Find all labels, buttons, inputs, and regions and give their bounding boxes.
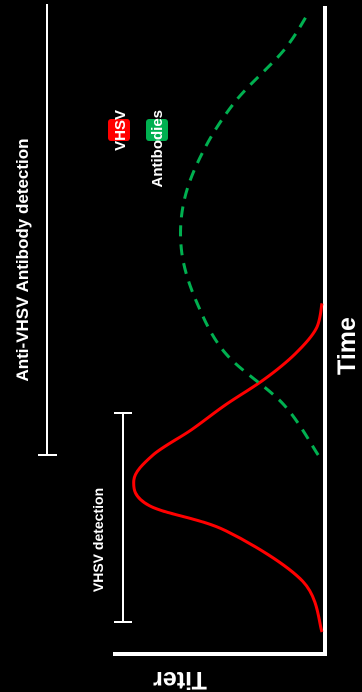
- legend: VHSV Antibodies: [108, 110, 168, 188]
- legend-swatch-antibodies: [146, 119, 168, 141]
- legend-label-antibodies: Antibodies: [149, 110, 166, 188]
- antibody-detection-label: Anti-VHSV Antibody detection: [13, 138, 32, 381]
- vhsv-detection-window: VHSV detection: [90, 412, 132, 623]
- legend-label-vhsv: VHSV: [112, 110, 129, 151]
- y-axis-label: Titer: [153, 666, 207, 692]
- legend-swatch-vhsv: [108, 119, 130, 141]
- series-line-vhsv: [132, 303, 324, 633]
- antibody-detection-window: Anti-VHSV Antibody detection: [13, 4, 57, 456]
- series-line-antibodies: [179, 11, 320, 456]
- x-axis-label: Time: [333, 317, 361, 375]
- vhsv-detection-label: VHSV detection: [90, 488, 106, 592]
